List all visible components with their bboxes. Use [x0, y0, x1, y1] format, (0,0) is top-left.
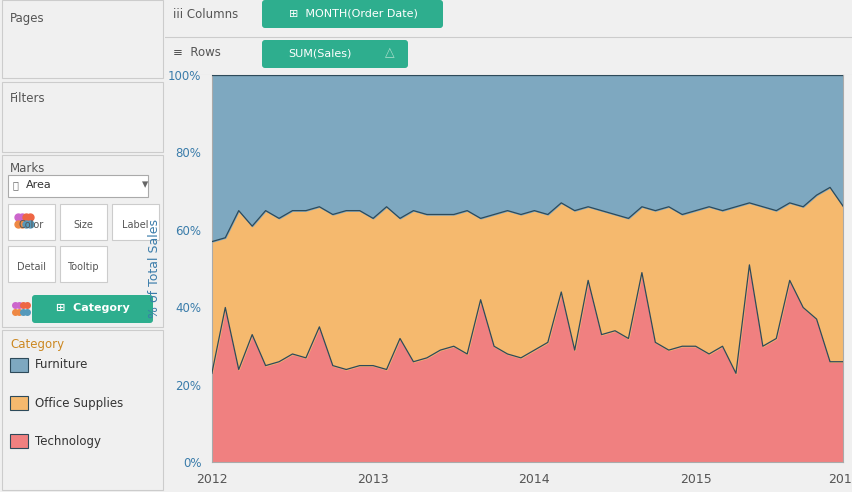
Bar	[8, 204, 55, 240]
Text: ≡  Rows: ≡ Rows	[173, 47, 221, 60]
Text: Technology: Technology	[35, 434, 101, 448]
Bar	[2, 330, 163, 490]
Text: △: △	[385, 47, 394, 60]
Bar	[8, 246, 55, 282]
Text: SUM(Sales): SUM(Sales)	[288, 48, 352, 58]
Bar	[2, 155, 163, 327]
Text: Furniture: Furniture	[35, 359, 89, 371]
Text: Category: Category	[10, 338, 64, 351]
Text: ⊞  MONTH(Order Date): ⊞ MONTH(Order Date)	[289, 8, 417, 18]
FancyBboxPatch shape	[262, 0, 443, 28]
Text: Detail: Detail	[16, 262, 45, 272]
Text: Area: Area	[26, 180, 52, 190]
Text: Size: Size	[73, 220, 93, 230]
Text: iii Columns: iii Columns	[173, 8, 239, 22]
Text: ⊞  Category: ⊞ Category	[56, 303, 130, 313]
Text: Tooltip: Tooltip	[67, 262, 99, 272]
Text: Color: Color	[19, 220, 43, 230]
Bar	[2, 0, 163, 78]
Text: Label: Label	[122, 220, 148, 230]
Text: Pages: Pages	[10, 12, 44, 25]
Text: Office Supplies: Office Supplies	[35, 397, 124, 409]
Text: Marks: Marks	[10, 162, 45, 175]
Bar	[10, 358, 28, 372]
Bar	[60, 246, 107, 282]
Text: Filters: Filters	[10, 92, 46, 105]
Bar	[8, 175, 148, 197]
Bar	[2, 82, 163, 152]
Y-axis label: % of Total Sales: % of Total Sales	[148, 219, 161, 318]
FancyBboxPatch shape	[262, 40, 408, 68]
FancyBboxPatch shape	[32, 295, 153, 323]
Text: ⛰: ⛰	[13, 180, 19, 190]
Text: ▾: ▾	[142, 179, 148, 191]
Bar	[112, 204, 159, 240]
Bar	[10, 396, 28, 410]
Bar	[10, 434, 28, 448]
Bar	[60, 204, 107, 240]
